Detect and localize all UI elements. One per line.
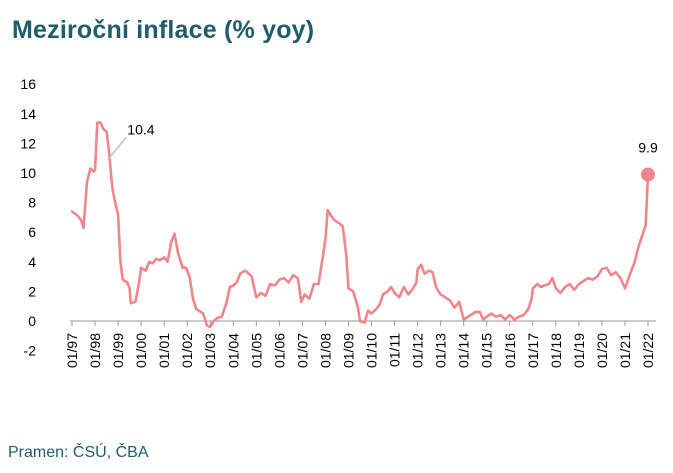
x-tick-label: 01/13 xyxy=(433,333,449,368)
y-tick-label: 0 xyxy=(28,313,36,329)
x-tick-label: 01/17 xyxy=(525,333,541,368)
y-tick-label: 6 xyxy=(28,224,36,240)
x-tick-label: 01/20 xyxy=(594,333,610,368)
x-tick-label: 01/11 xyxy=(387,333,403,367)
x-tick-label: 01/22 xyxy=(640,333,656,368)
x-tick-label: 01/18 xyxy=(548,333,564,368)
annotation-peak-label: 10.4 xyxy=(127,122,154,138)
x-tick-label: 01/04 xyxy=(225,333,241,368)
x-tick-label: 01/98 xyxy=(87,333,103,368)
x-tick-label: 01/19 xyxy=(571,333,587,368)
inflation-series-line xyxy=(70,121,650,329)
x-tick-label: 01/06 xyxy=(271,333,287,368)
x-tick-label: 01/05 xyxy=(248,333,264,368)
chart-title: Meziroční inflace (% yoy) xyxy=(12,16,315,44)
x-tick-label: 01/03 xyxy=(202,333,218,368)
x-tick-label: 01/00 xyxy=(133,333,149,368)
y-tick-label: 8 xyxy=(28,195,36,211)
y-tick-label: 2 xyxy=(28,283,36,299)
x-tick-label: 01/12 xyxy=(410,333,426,368)
annotation-latest-label: 9.9 xyxy=(638,139,658,155)
x-tick-label: 01/10 xyxy=(364,333,380,368)
source-note: Pramen: ČSÚ, ČBA xyxy=(8,444,149,461)
annotation-leader-line xyxy=(107,137,127,161)
x-tick-label: 01/07 xyxy=(294,333,310,368)
y-tick-label: 14 xyxy=(20,106,36,122)
x-axis: 01/97 01/98 01/99 01/00 01/01 01/02 01/03 01/04… xyxy=(64,320,656,368)
y-axis: 16 14 12 10 8 6 4 2 0 -2 xyxy=(20,76,36,358)
x-tick-label: 01/97 xyxy=(64,333,80,368)
x-tick-label: 01/14 xyxy=(456,333,472,368)
x-tick-label: 01/01 xyxy=(156,333,172,368)
y-tick-label: 16 xyxy=(20,76,36,92)
x-tick-label: 01/09 xyxy=(340,333,356,368)
latest-value-marker xyxy=(641,167,655,182)
y-tick-label: 12 xyxy=(20,135,36,151)
x-tick-label: 01/08 xyxy=(317,333,333,368)
y-tick-label: 10 xyxy=(20,165,36,181)
x-tick-label: 01/99 xyxy=(110,333,126,368)
x-tick-label: 01/16 xyxy=(502,333,518,368)
x-tick-label: 01/02 xyxy=(179,333,195,368)
x-tick-label: 01/21 xyxy=(617,333,633,368)
y-tick-label: -2 xyxy=(24,343,37,359)
inflation-chart: 16 14 12 10 8 6 4 2 0 -2 01/97 01/98 01/99 01/00 01/0… xyxy=(20,76,658,368)
y-tick-label: 4 xyxy=(28,254,36,270)
x-tick-label: 01/15 xyxy=(479,333,495,368)
plot-area: 10.4 9.9 xyxy=(70,121,658,329)
